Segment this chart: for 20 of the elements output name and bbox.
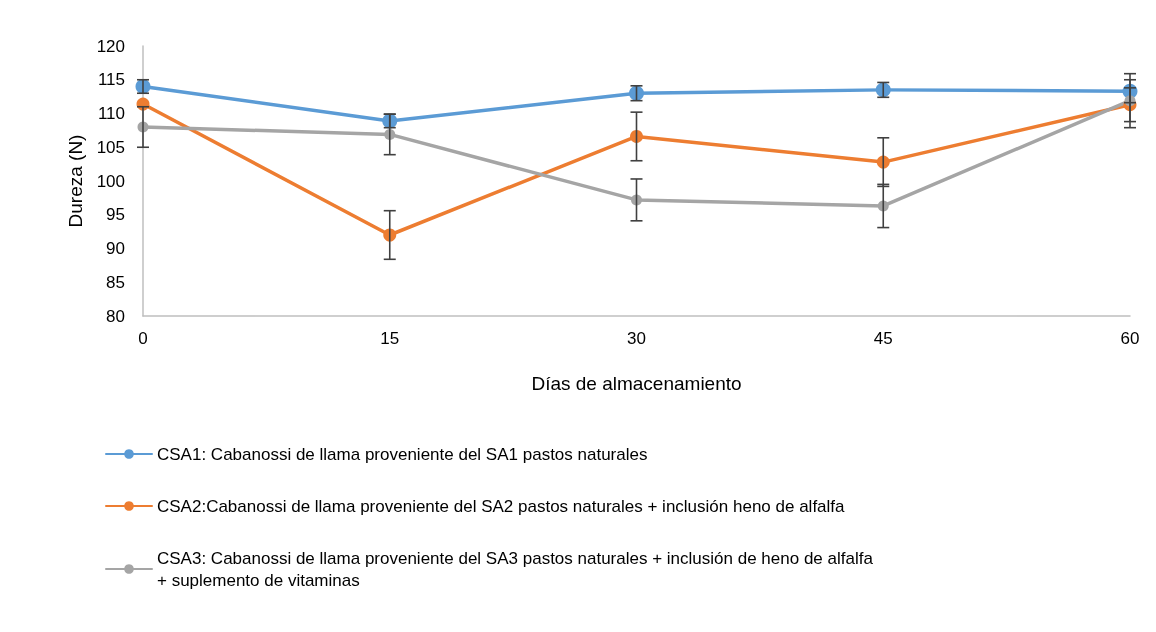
x-tick-label: 45: [873, 329, 893, 348]
x-tick-label: 15: [380, 329, 400, 348]
y-tick-label: 120: [96, 36, 125, 56]
legend-label: CSA3: Cabanossi de llama proveniente del SA3 pastos naturales + inclusión de heno de alfalfa + suplemento de vitaminas: [157, 548, 878, 590]
y-tick-label: 80: [106, 306, 125, 326]
y-tick-label: 95: [106, 205, 125, 225]
y-tick-label: 100: [96, 171, 125, 191]
y-tick-label: 115: [97, 70, 125, 90]
y-tick-label: 85: [106, 272, 125, 292]
legend-label: CSA1: Cabanossi de llama proveniente del SA1 pastos naturales: [157, 444, 648, 464]
legend-label: CSA2:Cabanossi de llama proveniente del SA2 pastos naturales + inclusión heno de alfalfa: [157, 496, 846, 516]
y-axis-title: Dureza (N): [65, 134, 86, 228]
y-tick-label: 110: [97, 104, 125, 123]
x-axis-title: Días de almacenamiento: [531, 373, 742, 394]
point: [630, 129, 643, 143]
x-tick-label: 0: [138, 329, 148, 348]
y-tick-label: 105: [96, 137, 125, 157]
x-tick-label: 30: [627, 329, 646, 348]
y-tick-label: 90: [106, 239, 125, 258]
x-tick-label: 60: [1120, 329, 1140, 348]
